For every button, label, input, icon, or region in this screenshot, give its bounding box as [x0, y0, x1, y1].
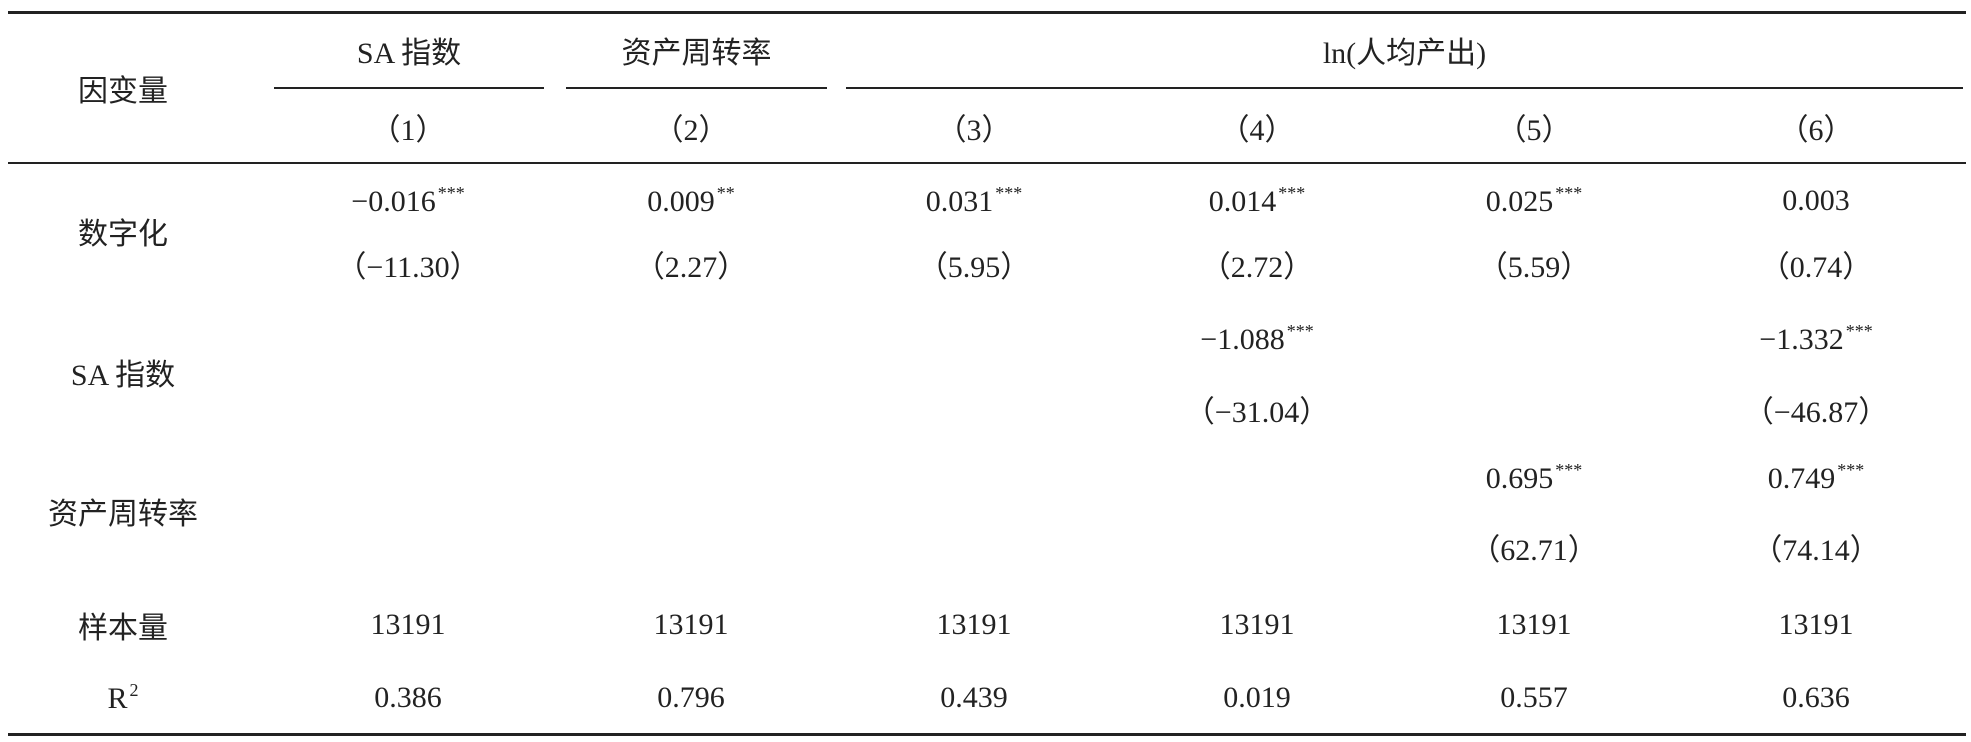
- row-label: SA 指数: [70, 359, 176, 392]
- t-statistic: （62.71）: [1470, 534, 1598, 567]
- coef-value: 0.749: [1767, 462, 1836, 495]
- coef-value: 0.009: [647, 185, 715, 218]
- coef-value: 0.003: [1782, 184, 1850, 217]
- coefficient: 0.003: [1782, 184, 1850, 218]
- label-base: R: [107, 682, 128, 715]
- row-label: 资产周转率: [48, 497, 198, 531]
- coefficient: −1.088 ***: [1200, 321, 1313, 357]
- summary-value: 0.557: [1500, 681, 1568, 714]
- coefficient: 0.695 ***: [1486, 460, 1583, 496]
- summary-value: 13191: [653, 608, 729, 641]
- coef-value: 0.695: [1485, 462, 1554, 495]
- t-statistic: （−31.04）: [1184, 396, 1330, 429]
- coefficient: 0.025 ***: [1486, 183, 1583, 219]
- t-statistic: （2.72）: [1200, 251, 1314, 284]
- group-label: ln(人均产出): [1322, 37, 1487, 70]
- coef-value: 0.014: [1208, 185, 1277, 218]
- coef-value: −0.016: [351, 185, 436, 218]
- group-underline: [274, 87, 544, 89]
- column-label: （2）: [653, 114, 729, 147]
- coef-value: −1.332: [1759, 323, 1844, 356]
- summary-value: 0.636: [1782, 681, 1850, 714]
- column-label: （6）: [1778, 114, 1854, 147]
- coef-value: 0.025: [1485, 185, 1554, 218]
- significance-stars: ***: [1555, 460, 1583, 480]
- coefficient: 0.009 **: [647, 183, 735, 219]
- summary-value: 13191: [1219, 608, 1295, 641]
- significance-stars: ***: [1845, 321, 1873, 341]
- row-label: 数字化: [78, 217, 168, 251]
- significance-stars: ***: [1286, 321, 1314, 341]
- summary-value: 0.386: [374, 681, 442, 714]
- summary-value: 0.796: [657, 681, 725, 714]
- summary-value: 0.439: [940, 681, 1008, 714]
- t-statistic: （−46.87）: [1743, 396, 1889, 429]
- top-rule: [8, 11, 1966, 14]
- column-label: （4）: [1219, 114, 1295, 147]
- t-statistic: （0.74）: [1759, 251, 1873, 284]
- significance-stars: ***: [995, 183, 1023, 203]
- group-underline: [846, 87, 1963, 89]
- t-statistic: （5.59）: [1477, 251, 1591, 284]
- dep-var-label: 因变量: [78, 75, 168, 108]
- group-label: 资产周转率: [621, 37, 772, 70]
- significance-stars: ***: [1555, 183, 1583, 203]
- bottom-rule: [8, 733, 1966, 736]
- coefficient: −1.332 ***: [1759, 321, 1872, 357]
- significance-stars: ***: [437, 183, 465, 203]
- coefficient: 0.749 ***: [1768, 460, 1865, 496]
- group-underline: [566, 87, 827, 89]
- significance-stars: **: [716, 183, 735, 203]
- significance-stars: ***: [1837, 460, 1865, 480]
- coef-value: 0.031: [925, 185, 994, 218]
- t-statistic: （−11.30）: [336, 251, 480, 284]
- column-label: （1）: [370, 114, 446, 147]
- column-label: （5）: [1496, 114, 1572, 147]
- t-statistic: （2.27）: [634, 251, 748, 284]
- summary-value: 13191: [370, 608, 446, 641]
- summary-value: 0.019: [1223, 681, 1291, 714]
- row-label: 样本量: [78, 612, 168, 645]
- coef-value: −1.088: [1200, 323, 1285, 356]
- column-label: （3）: [936, 114, 1012, 147]
- coefficient: 0.014 ***: [1209, 183, 1306, 219]
- coefficient: −0.016 ***: [351, 183, 464, 219]
- group-label: SA 指数: [356, 37, 462, 70]
- summary-value: 13191: [1496, 608, 1572, 641]
- significance-stars: ***: [1278, 183, 1306, 203]
- coefficient: 0.031 ***: [926, 183, 1023, 219]
- t-statistic: （5.95）: [917, 251, 1031, 284]
- label-superscript: 2: [129, 680, 139, 700]
- summary-value: 13191: [1778, 608, 1854, 641]
- summary-value: 13191: [936, 608, 1012, 641]
- header-rule: [8, 162, 1966, 164]
- t-statistic: （74.14）: [1752, 534, 1880, 567]
